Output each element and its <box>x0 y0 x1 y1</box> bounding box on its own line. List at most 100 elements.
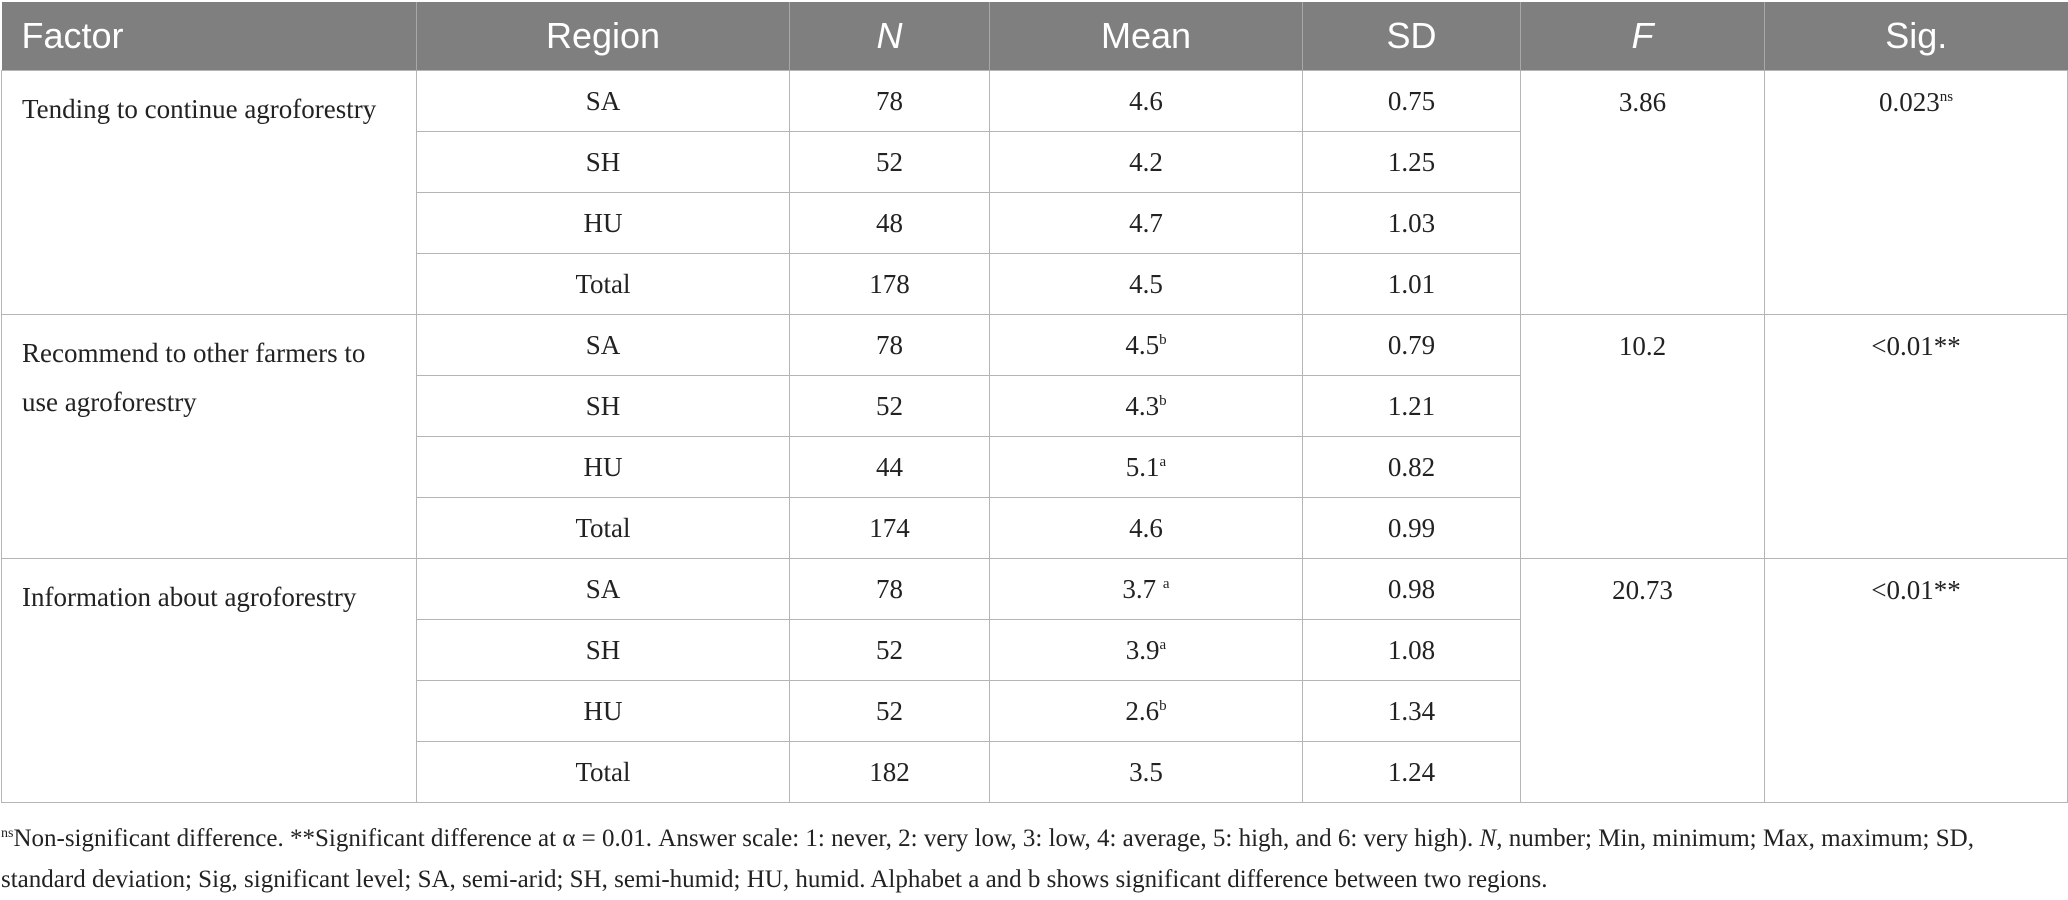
n-cell-value: 78 <box>876 85 903 116</box>
n-cell: 178 <box>789 253 990 315</box>
n-cell: 52 <box>789 680 990 742</box>
region-cell-value: Total <box>575 512 631 543</box>
sig-cell: <0.01** <box>1764 314 2068 559</box>
sig-cell-superscript: ns <box>1939 89 1954 105</box>
sd-cell: 1.08 <box>1302 619 1521 681</box>
sd-cell: 0.82 <box>1302 436 1521 498</box>
mean-cell: 4.6 <box>989 70 1303 132</box>
mean-cell-superscript: b <box>1159 697 1167 714</box>
mean-cell-value: 3.9 <box>1125 634 1160 665</box>
region-cell: SA <box>416 314 790 376</box>
mean-cell-superscript: b <box>1159 392 1167 409</box>
region-cell: HU <box>416 192 790 254</box>
n-cell: 182 <box>789 741 990 803</box>
sd-cell: 0.99 <box>1302 497 1521 559</box>
mean-cell: 3.9a <box>989 619 1303 681</box>
region-cell-value: SH <box>585 634 621 665</box>
sig-cell-value: 0.023 <box>1878 87 1940 117</box>
mean-cell: 4.7 <box>989 192 1303 254</box>
mean-cell: 5.1a <box>989 436 1303 498</box>
sd-cell: 1.03 <box>1302 192 1521 254</box>
table-body: Tending to continue agroforestry SA 78 4.6 0… <box>1 70 2068 803</box>
mean-cell-value: 4.2 <box>1129 146 1163 177</box>
mean-cell: 2.6b <box>989 680 1303 742</box>
footnote-ns-mark: ns <box>1 826 14 841</box>
sig-cell-value: <0.01** <box>1871 331 1961 361</box>
f-cell: 3.86 <box>1520 70 1765 315</box>
n-cell-value: 48 <box>876 207 903 238</box>
footnote-text-2: , number; Min, minimum; Max, maximum; SD… <box>1 825 1974 893</box>
n-cell-value: 52 <box>876 390 903 421</box>
f-cell-value: 10.2 <box>1618 331 1667 361</box>
mean-cell-value: 2.6 <box>1125 695 1160 726</box>
n-cell-value: 78 <box>876 573 903 604</box>
mean-cell-superscript: b <box>1159 331 1167 348</box>
mean-cell: 4.2 <box>989 131 1303 193</box>
factor-cell: Recommend to other farmers to use agrofo… <box>1 314 417 559</box>
header-factor: Factor <box>1 2 417 71</box>
sig-cell: 0.023ns <box>1764 70 2068 315</box>
region-cell: SH <box>416 619 790 681</box>
mean-cell: 4.5b <box>989 314 1303 376</box>
sd-cell-value: 0.99 <box>1387 512 1436 543</box>
mean-cell-superscript: a <box>1162 575 1170 592</box>
sd-cell-value: 1.08 <box>1387 634 1436 665</box>
sd-cell-value: 0.79 <box>1387 329 1436 360</box>
sd-cell: 0.79 <box>1302 314 1521 376</box>
mean-cell: 4.5 <box>989 253 1303 315</box>
region-cell: SH <box>416 375 790 437</box>
header-sd: SD <box>1302 2 1521 71</box>
header-mean: Mean <box>989 2 1303 71</box>
sd-cell-value: 1.34 <box>1387 695 1436 726</box>
n-cell-value: 52 <box>876 634 903 665</box>
sd-cell-value: 0.82 <box>1387 451 1436 482</box>
footnote-n-abbr: N <box>1479 825 1497 852</box>
factor-cell: Tending to continue agroforestry <box>1 70 417 315</box>
table-footnote: nsNon-significant difference. **Signific… <box>1 818 2061 900</box>
n-cell-value: 174 <box>869 512 910 543</box>
sd-cell: 1.01 <box>1302 253 1521 315</box>
n-cell: 174 <box>789 497 990 559</box>
region-cell-value: HU <box>583 451 623 482</box>
anova-table: Factor Region N Mean SD F Sig. Tending t… <box>1 2 2068 803</box>
n-cell-value: 182 <box>869 756 910 787</box>
region-cell: HU <box>416 436 790 498</box>
sd-cell-value: 0.98 <box>1387 573 1436 604</box>
footnote-text-1: Non-significant difference. **Significan… <box>13 825 1480 852</box>
table-row: Recommend to other farmers to use agrofo… <box>1 314 2068 559</box>
region-cell-value: HU <box>583 695 623 726</box>
sd-cell: 1.24 <box>1302 741 1521 803</box>
mean-cell-superscript: a <box>1159 453 1167 470</box>
f-cell-value: 20.73 <box>1612 575 1673 605</box>
sig-cell: <0.01** <box>1764 558 2068 803</box>
header-row: Factor Region N Mean SD F Sig. <box>1 2 2068 71</box>
mean-cell-value: 4.5 <box>1125 329 1160 360</box>
n-cell: 78 <box>789 314 990 376</box>
n-cell-value: 52 <box>876 146 903 177</box>
f-cell: 20.73 <box>1520 558 1765 803</box>
region-cell: SH <box>416 131 790 193</box>
sd-cell-value: 1.24 <box>1387 756 1436 787</box>
table-row: SH 52 4.3b 1.21 <box>2 375 2068 437</box>
mean-cell-superscript: a <box>1159 636 1167 653</box>
n-cell-value: 178 <box>869 268 910 299</box>
sig-cell-value: <0.01** <box>1871 575 1961 605</box>
sd-cell: 1.34 <box>1302 680 1521 742</box>
header-f: F <box>1520 2 1765 71</box>
mean-cell-value: 4.6 <box>1129 85 1163 116</box>
factor-cell: Information about agroforestry <box>1 558 417 803</box>
table-row: Tending to continue agroforestry SA 78 4.6 0… <box>1 70 2068 315</box>
header-region: Region <box>416 2 790 71</box>
n-cell-value: 44 <box>876 451 903 482</box>
n-cell: 52 <box>789 131 990 193</box>
table-row: Information about agroforestry SA 78 3.7 a 0… <box>1 558 2068 803</box>
region-cell-value: SA <box>585 85 621 116</box>
region-cell-value: Total <box>575 756 631 787</box>
sd-cell: 1.21 <box>1302 375 1521 437</box>
sd-cell-value: 1.01 <box>1387 268 1436 299</box>
sd-cell-value: 1.03 <box>1387 207 1436 238</box>
n-cell-value: 52 <box>876 695 903 726</box>
mean-cell: 3.5 <box>989 741 1303 803</box>
f-cell: 10.2 <box>1520 314 1765 559</box>
n-cell: 52 <box>789 375 990 437</box>
